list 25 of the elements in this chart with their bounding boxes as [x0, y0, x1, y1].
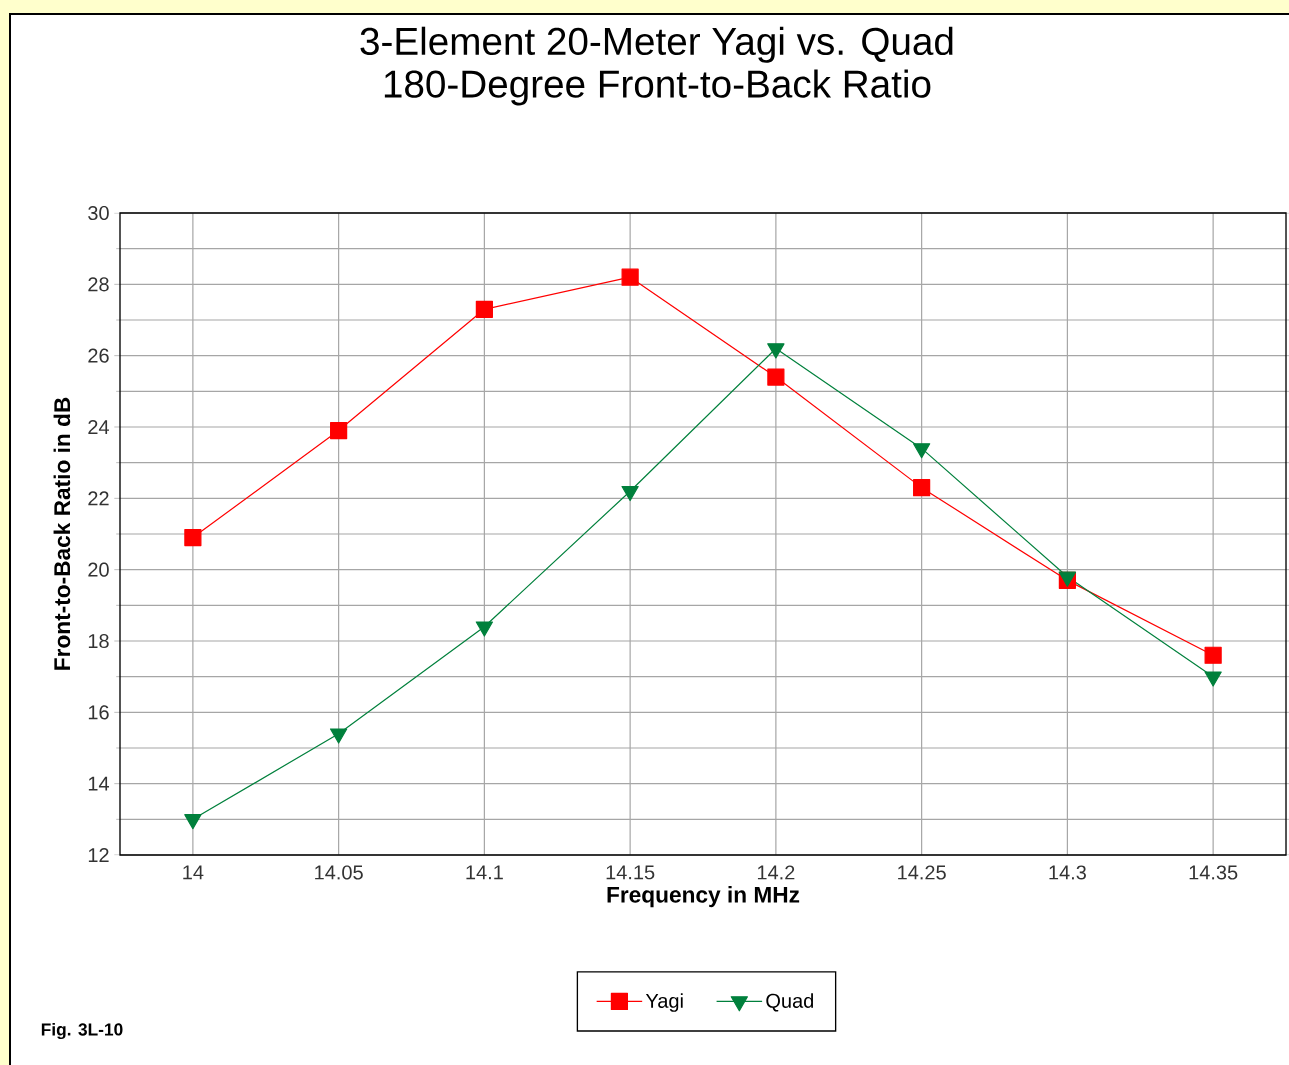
y-tick-label: 14: [88, 776, 110, 791]
y-tick-label: 18: [88, 633, 109, 649]
caption: Fig. 3L-10: [41, 1022, 123, 1040]
chart-subtitle: 180-Degree Front-to-Back Ratio: [384, 69, 931, 106]
x-tick-label: 14.15: [606, 865, 655, 880]
y-tick-label: 22: [88, 491, 109, 506]
legend-label: Quad: [766, 993, 813, 1012]
y-tick-label: 24: [88, 420, 110, 434]
x-tick-label: 14.2: [757, 865, 795, 880]
x-tick-label: 14.25: [898, 865, 946, 880]
y-tick-label: 28: [88, 277, 109, 292]
chart-title: 3-Element 20-Meter Yagi vs. Quad: [360, 26, 953, 63]
x-tick-label: 14.3: [1049, 865, 1086, 880]
x-axis-title: Frequency in MHz: [607, 886, 800, 908]
x-tick-label: 14.05: [315, 865, 363, 880]
x-tick-label: 14.35: [1189, 865, 1238, 880]
y-axis-title: Front-to-Back Ratio in dB: [53, 397, 71, 670]
y-tick-label: 30: [88, 205, 109, 221]
y-tick-label: 26: [88, 348, 109, 363]
y-tick-label: 20: [88, 562, 109, 577]
y-tick-label: 16: [88, 705, 109, 720]
x-tick-label: 14: [183, 865, 204, 880]
x-tick-label: 14.1: [466, 865, 503, 880]
y-tick-label: 12: [88, 848, 109, 862]
legend-label: Yagi: [645, 993, 683, 1012]
